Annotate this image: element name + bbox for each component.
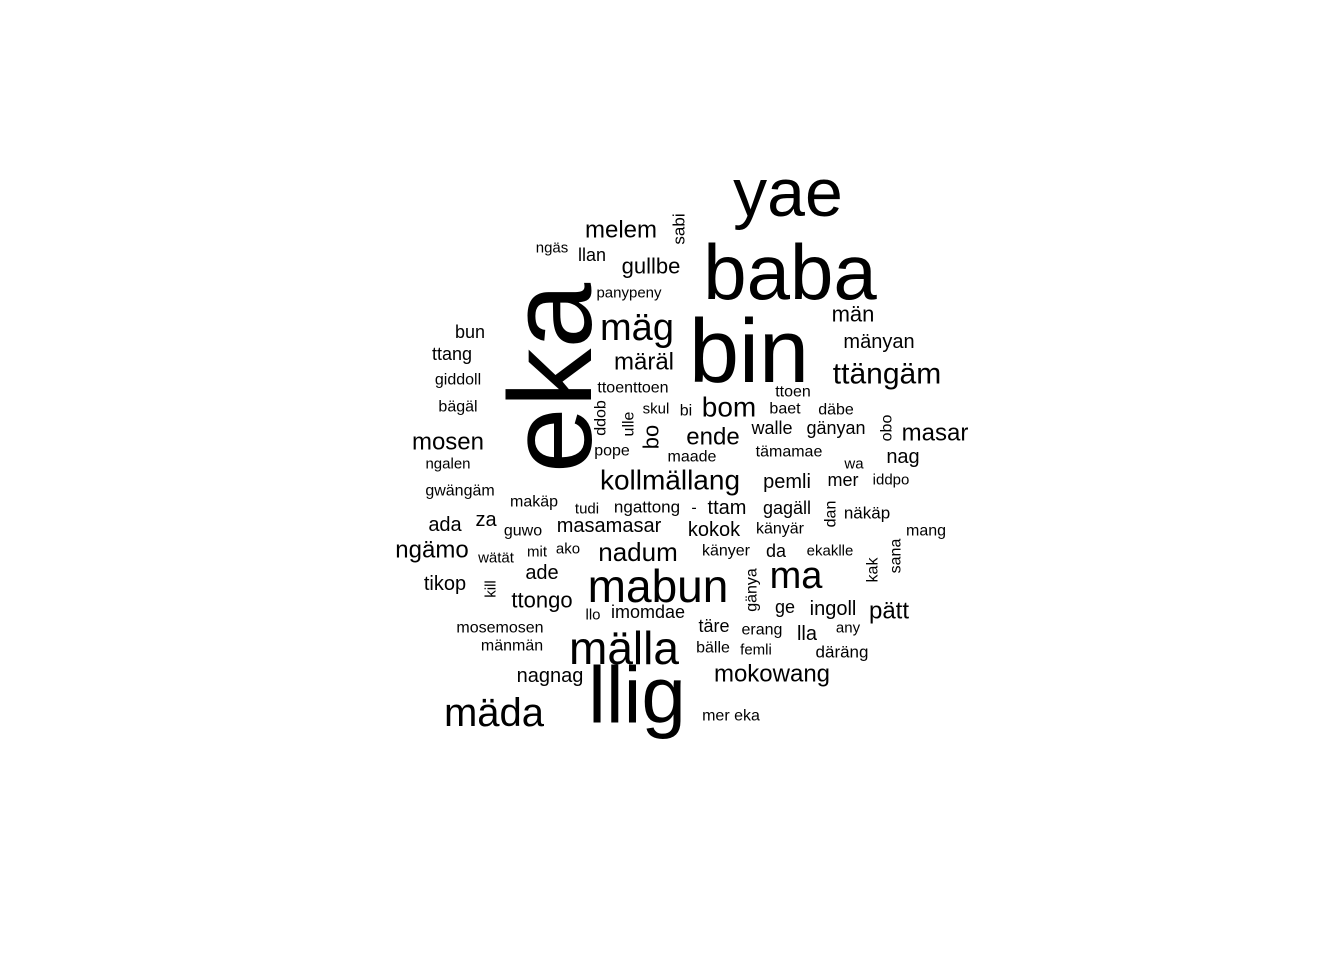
cloud-word: femli (740, 642, 772, 659)
cloud-word: - (691, 500, 696, 517)
cloud-word: gänyan (806, 418, 865, 438)
cloud-word: märäl (614, 349, 674, 376)
cloud-word: gullbe (622, 254, 681, 279)
cloud-word: gwängäm (425, 483, 494, 500)
cloud-word: yae (733, 155, 843, 231)
cloud-word: mer (828, 470, 859, 490)
cloud-word: ge (775, 597, 795, 617)
cloud-word: llo (585, 607, 600, 624)
cloud-word: dan (823, 501, 840, 528)
cloud-word: walle (750, 418, 792, 438)
cloud-word: bägäl (438, 399, 477, 416)
cloud-word: makäp (510, 494, 558, 511)
cloud-word: obo (879, 415, 896, 442)
cloud-word: tudi (575, 501, 599, 518)
cloud-word: mosen (412, 429, 484, 456)
cloud-word: pätt (869, 598, 909, 625)
cloud-word: baba (703, 228, 877, 316)
cloud-word: ttoenttoen (597, 380, 668, 397)
cloud-word: sana (888, 539, 905, 574)
cloud-word: iddpo (873, 472, 910, 489)
cloud-word: wätät (477, 550, 515, 567)
cloud-word: bo (639, 425, 664, 449)
cloud-word: kak (865, 557, 882, 583)
cloud-word: ada (428, 514, 462, 536)
cloud-word: ade (525, 562, 558, 584)
cloud-word: llan (578, 245, 606, 265)
cloud-word: ngattong (614, 498, 680, 517)
cloud-word: kollmällang (600, 465, 740, 496)
cloud-word: imomdae (611, 602, 685, 622)
cloud-word: män (832, 302, 875, 327)
cloud-word: tämamae (756, 444, 823, 461)
cloud-word: ma (770, 555, 824, 597)
cloud-word: nag (886, 446, 919, 468)
cloud-word: skul (643, 401, 670, 418)
cloud-word: wa (843, 456, 864, 473)
cloud-word: ngämo (395, 537, 468, 564)
cloud-word: masar (902, 420, 969, 447)
cloud-word: erang (742, 622, 783, 639)
cloud-word: ako (556, 541, 580, 558)
cloud-word: mang (906, 523, 946, 540)
cloud-word: mäg (600, 307, 674, 349)
cloud-word: tikop (424, 573, 466, 595)
cloud-word: kill (483, 580, 500, 598)
cloud-word: masamasar (557, 515, 662, 537)
cloud-word: da (766, 541, 787, 561)
cloud-word: gänya (744, 568, 761, 612)
cloud-word: sabi (670, 213, 689, 244)
cloud-word: maade (668, 449, 717, 466)
cloud-word: ttongo (511, 588, 572, 613)
cloud-word: bun (455, 322, 485, 342)
cloud-word: mäda (444, 691, 545, 735)
cloud-word: täre (698, 616, 729, 636)
cloud-word: känyär (756, 521, 805, 538)
cloud-word: ingoll (810, 598, 857, 620)
cloud-word: mänyan (843, 331, 914, 353)
cloud-word: mer eka (702, 708, 760, 725)
cloud-word: bi (680, 403, 692, 420)
cloud-word: nagnag (517, 665, 584, 687)
cloud-word: pemli (763, 471, 811, 493)
cloud-word: giddoll (435, 372, 481, 389)
cloud-word: däbe (818, 402, 854, 419)
cloud-word: ngalen (425, 456, 470, 473)
cloud-word: gagäll (763, 498, 811, 518)
cloud-word: mosemosen (456, 620, 543, 637)
cloud-word: känyer (702, 543, 751, 560)
cloud-word: melem (585, 217, 657, 244)
cloud-word: bälle (696, 640, 730, 657)
cloud-word: mabun (588, 560, 729, 612)
cloud-word: ende (686, 424, 739, 451)
cloud-word: mälla (569, 622, 679, 674)
cloud-word: kokok (688, 519, 741, 541)
cloud-word: bom (702, 392, 756, 423)
cloud-word: nadum (598, 537, 678, 567)
cloud-word: mit (527, 544, 548, 561)
cloud-word: ddob (593, 400, 610, 436)
cloud-word: ttam (708, 497, 747, 519)
cloud-word: pope (594, 443, 630, 460)
cloud-word: näkäp (844, 504, 890, 523)
cloud-word: any (836, 620, 861, 637)
cloud-word: za (475, 509, 497, 531)
cloud-word: guwo (504, 523, 542, 540)
cloud-word: ngäs (536, 240, 569, 257)
cloud-word: mokowang (714, 661, 830, 688)
cloud-word: lla (797, 623, 818, 645)
cloud-word: däräng (816, 643, 869, 662)
cloud-word: ttoen (775, 384, 811, 401)
cloud-word: bin (689, 302, 809, 402)
cloud-word: panypeny (596, 285, 662, 302)
cloud-word: ulle (621, 411, 638, 436)
cloud-word: llig (588, 651, 686, 740)
cloud-word: ekaklle (807, 543, 854, 560)
cloud-word: ttängäm (833, 358, 941, 391)
cloud-word: ttang (432, 344, 472, 364)
cloud-word: mänmän (481, 638, 543, 655)
cloud-word: baet (769, 401, 801, 418)
cloud-word: eka (485, 283, 617, 474)
